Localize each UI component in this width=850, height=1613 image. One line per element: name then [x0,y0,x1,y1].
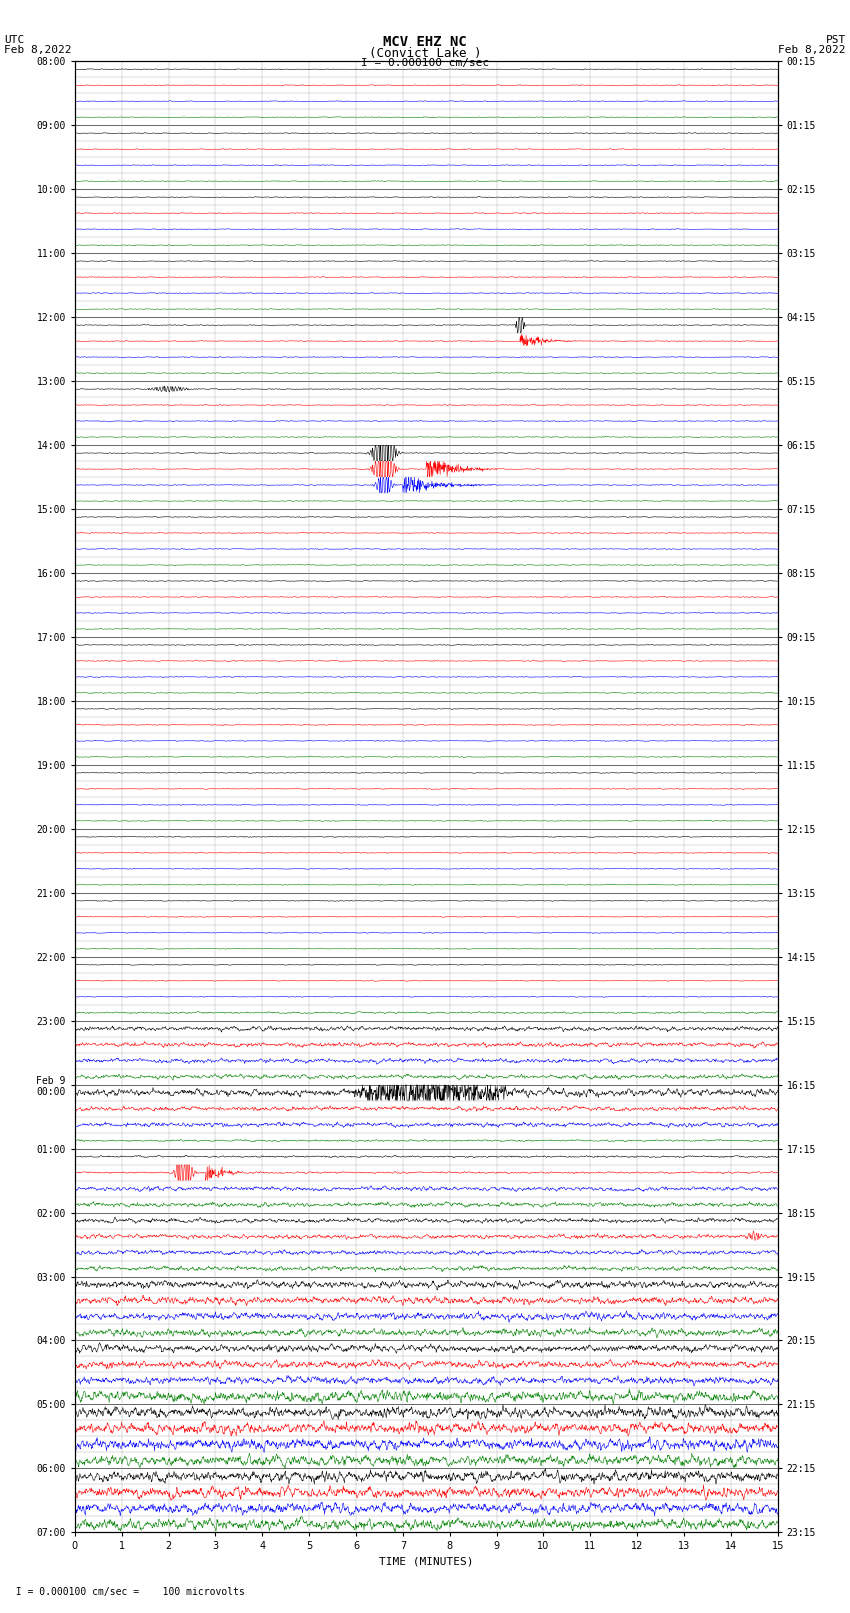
Text: I = 0.000100 cm/sec: I = 0.000100 cm/sec [361,58,489,68]
Text: PST: PST [825,35,846,45]
Text: Feb 8,2022: Feb 8,2022 [4,45,71,55]
Text: Feb 8,2022: Feb 8,2022 [779,45,846,55]
Text: MCV EHZ NC: MCV EHZ NC [383,35,467,50]
Text: UTC: UTC [4,35,25,45]
Text: I = 0.000100 cm/sec =    100 microvolts: I = 0.000100 cm/sec = 100 microvolts [4,1587,245,1597]
X-axis label: TIME (MINUTES): TIME (MINUTES) [379,1557,473,1566]
Text: (Convict Lake ): (Convict Lake ) [369,47,481,60]
